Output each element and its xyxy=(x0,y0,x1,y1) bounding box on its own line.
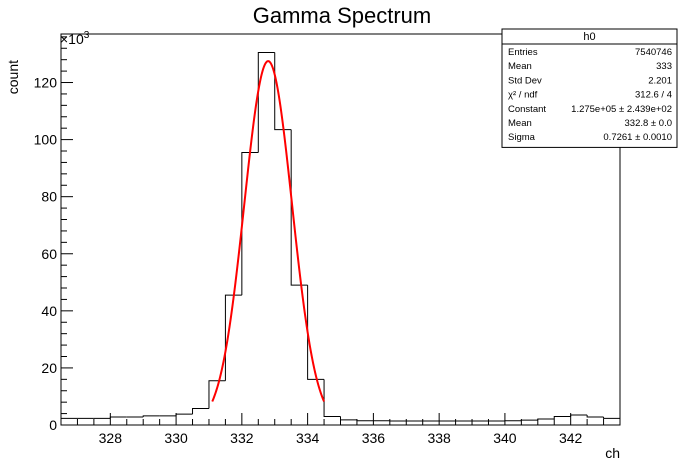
axis-ticks: 328 330 332 334 336 338 340 342 0 20 40 60 80 100 120 xyxy=(34,36,621,446)
histogram-bin xyxy=(142,415,160,418)
histogram-bin xyxy=(586,415,604,418)
stats-box: h0 Entries 7540746 Mean 333 Std Dev 2.201 χ² / … xyxy=(501,28,678,148)
stats-row-label: χ² / ndf xyxy=(508,90,538,101)
histogram xyxy=(60,52,620,425)
stats-row-value: 312.6 / 4 xyxy=(635,90,672,101)
histogram-bin xyxy=(307,285,325,380)
y-multiplier-exponent: 3 xyxy=(84,30,90,41)
stats-row-label: Sigma xyxy=(508,132,536,143)
histogram-bin xyxy=(175,413,193,416)
y-tick-label: 60 xyxy=(41,246,57,262)
x-tick-label: 342 xyxy=(559,430,583,446)
y-tick-label: 120 xyxy=(34,75,58,91)
stats-row-value: 7540746 xyxy=(635,47,672,58)
x-tick-label: 332 xyxy=(230,430,254,446)
y-tick-label: 100 xyxy=(34,132,58,148)
x-tick-label: 336 xyxy=(362,430,386,446)
y-axis-label: count xyxy=(5,60,21,94)
histogram-bin xyxy=(257,52,275,153)
x-tick-label: 328 xyxy=(99,430,123,446)
stats-row-label: Mean xyxy=(508,118,532,129)
y-multiplier-base: ×10 xyxy=(60,31,84,47)
histogram-bin xyxy=(323,379,341,417)
histogram-bin xyxy=(553,415,571,420)
stats-row-value: 332.8 ± 0.0 xyxy=(625,118,672,129)
x-axis-label: ch xyxy=(605,445,620,461)
y-tick-label: 0 xyxy=(49,417,57,433)
x-tick-label: 338 xyxy=(427,430,451,446)
stats-row-label: Constant xyxy=(508,104,546,115)
y-axis-multiplier: ×103 xyxy=(60,30,90,47)
chart-title: Gamma Spectrum xyxy=(253,3,432,28)
fit-curve xyxy=(211,60,325,402)
stats-row-label: Mean xyxy=(508,61,532,72)
y-tick-label: 80 xyxy=(41,189,57,205)
x-tick-label: 330 xyxy=(164,430,188,446)
histogram-bin xyxy=(603,417,620,419)
x-tick-label: 340 xyxy=(493,430,517,446)
stats-box-title: h0 xyxy=(583,31,595,43)
y-tick-label: 20 xyxy=(41,360,57,376)
histogram-bin xyxy=(340,416,357,421)
y-tick-label: 40 xyxy=(41,303,57,319)
histogram-bin xyxy=(570,414,588,417)
x-tick-label: 334 xyxy=(296,430,320,446)
stats-row-label: Entries xyxy=(508,47,538,58)
stats-row-value: 333 xyxy=(656,61,672,72)
histogram-bin xyxy=(537,418,555,421)
histogram-bin xyxy=(520,419,538,421)
gaussian-fit xyxy=(211,60,325,402)
stats-row-value: 2.201 xyxy=(648,75,672,86)
stats-row-label: Std Dev xyxy=(508,75,542,86)
histogram-bin xyxy=(60,417,78,425)
histogram-bin xyxy=(109,416,127,419)
stats-row-value: 1.275e+05 ± 2.439e+02 xyxy=(571,104,672,115)
histogram-bin xyxy=(356,419,374,422)
stats-row-value: 0.7261 ± 0.0010 xyxy=(603,132,672,143)
histogram-bin xyxy=(241,151,259,296)
histogram-bin xyxy=(192,407,209,415)
stats-box-border xyxy=(501,28,678,148)
